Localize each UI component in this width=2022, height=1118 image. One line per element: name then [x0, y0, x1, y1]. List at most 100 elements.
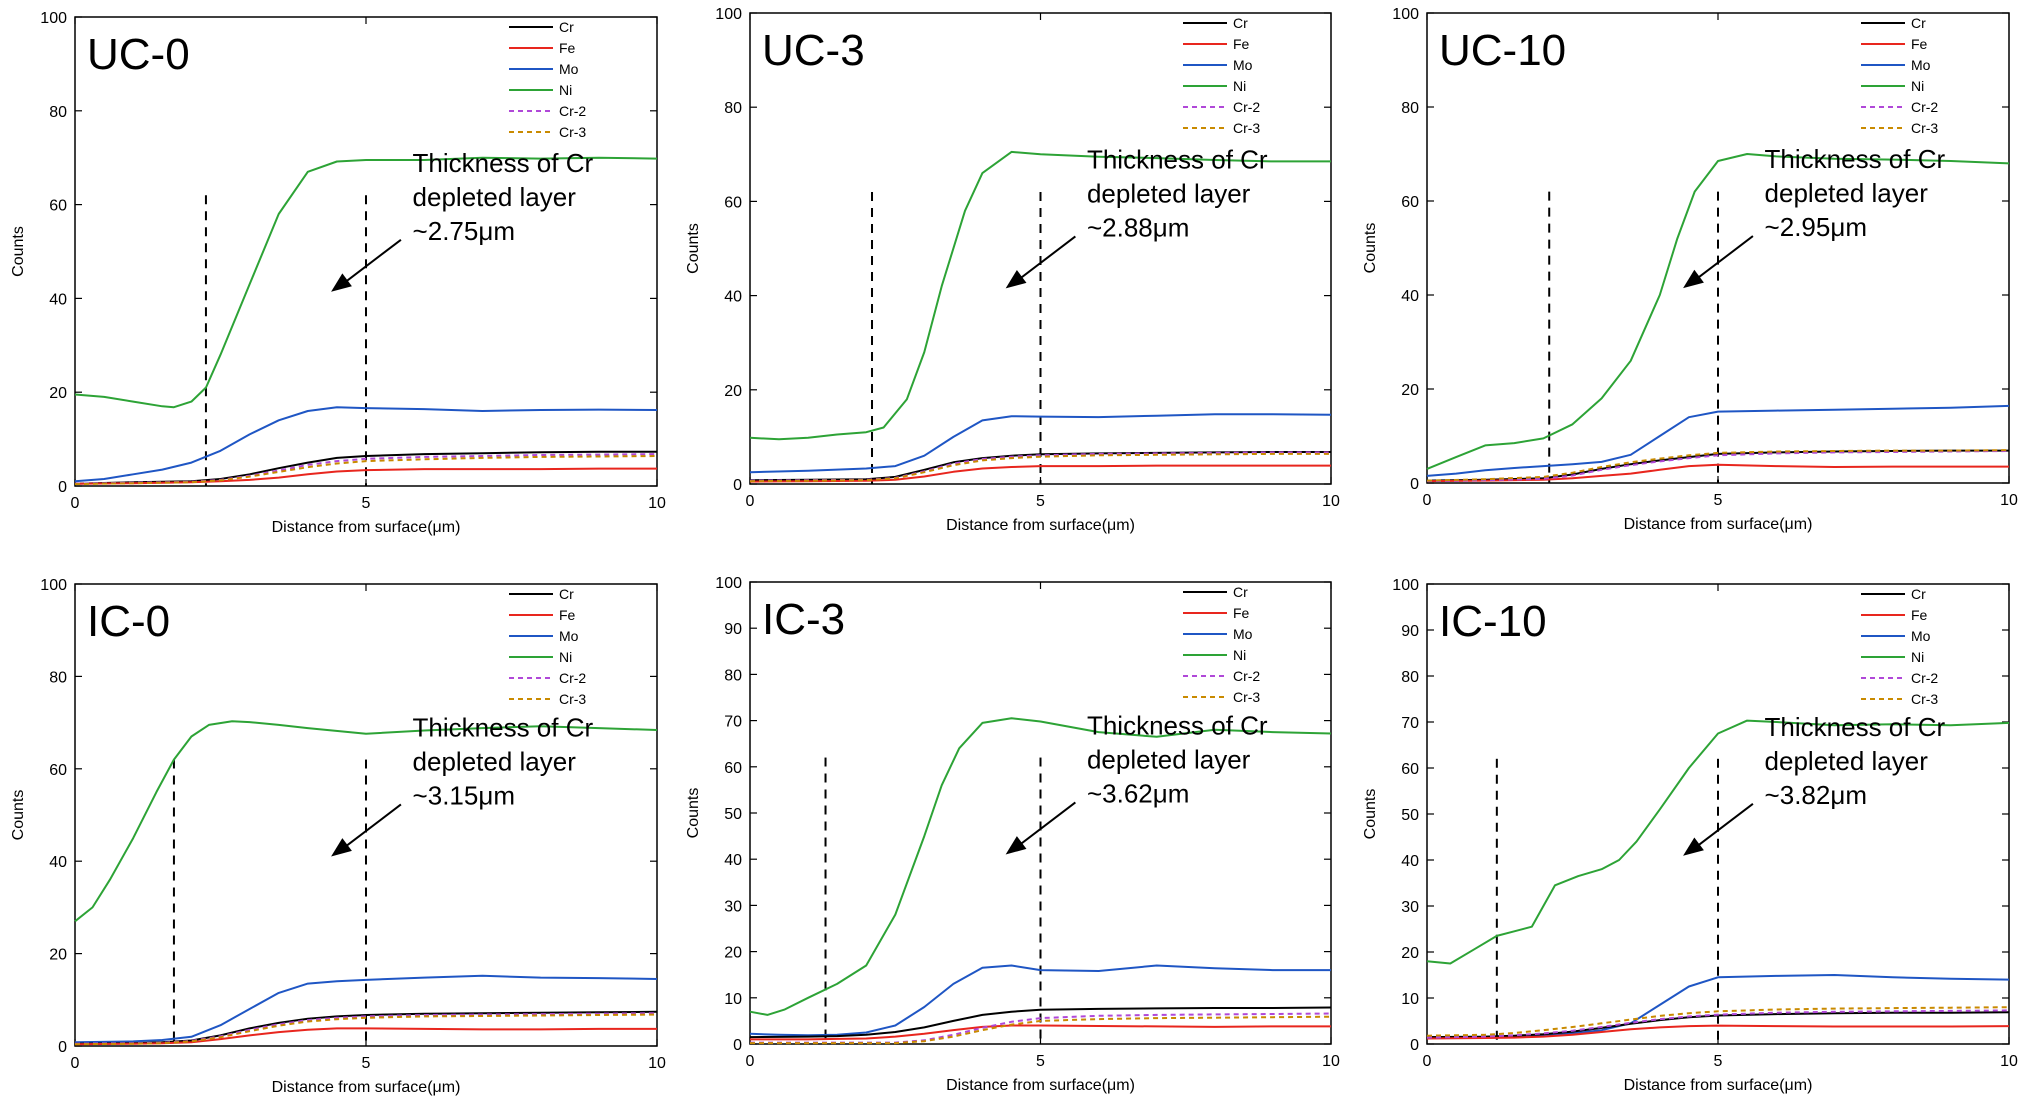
y-axis-title: Counts — [685, 223, 702, 274]
series-line-cr-3 — [1426, 449, 2010, 482]
y-tick-label: 20 — [1401, 945, 1419, 962]
y-tick-label: 20 — [49, 385, 67, 402]
annotation-text: depleted layer — [1765, 178, 1929, 208]
x-tick-label: 0 — [71, 495, 80, 512]
annotation-text: depleted layer — [1087, 744, 1251, 774]
series-line-ni — [1426, 153, 2010, 470]
annotation-text: ~3.15μm — [413, 780, 515, 810]
annotation-text: depleted layer — [413, 746, 577, 776]
y-tick-label: 80 — [724, 667, 742, 684]
x-axis-title: Distance from surface(μm) — [1624, 1077, 1813, 1094]
x-tick-label: 0 — [71, 1055, 80, 1072]
annotation-text: Thickness of Cr — [1087, 710, 1268, 740]
y-tick-label: 40 — [49, 854, 67, 871]
legend-label: Mo — [1911, 628, 1931, 644]
series-line-mo — [74, 406, 658, 483]
legend-label: Mo — [559, 61, 579, 77]
series-line-cr-3 — [74, 1013, 658, 1046]
chart-panel: 0 20 40 60 80 100 0 5 10 Distance from surface(μm… — [10, 577, 666, 1096]
legend-label: Cr-3 — [1911, 691, 1938, 707]
legend-label: Cr — [1233, 15, 1248, 31]
series-line-fe — [1426, 463, 2009, 483]
y-axis-title: Counts — [1362, 789, 1379, 840]
annotation-text: depleted layer — [1765, 746, 1929, 776]
annotation-text: Thickness of Cr — [413, 148, 594, 178]
panel-title: IC-0 — [87, 597, 170, 646]
legend-label: Cr — [1911, 586, 1926, 602]
y-tick-label: 20 — [1401, 382, 1419, 399]
arrow-head-icon — [1005, 836, 1027, 855]
annotation-text: ~3.62μm — [1087, 778, 1189, 808]
y-axis-title: Counts — [10, 226, 27, 277]
y-tick-label: 80 — [49, 669, 67, 686]
legend-label: Mo — [1233, 57, 1253, 73]
panel-title: IC-3 — [762, 595, 845, 644]
y-tick-label: 20 — [724, 945, 742, 962]
y-tick-label: 70 — [724, 714, 742, 731]
x-tick-label: 5 — [1714, 1053, 1723, 1070]
x-tick-label: 0 — [746, 1053, 755, 1070]
annotation-arrow — [1013, 235, 1076, 285]
legend-label: Fe — [1233, 36, 1250, 52]
series-line-mo — [1426, 404, 2010, 477]
x-tick-label: 10 — [648, 1055, 666, 1072]
x-tick-label: 10 — [2000, 1053, 2018, 1070]
legend-label: Cr-3 — [559, 691, 586, 707]
series-line-cr-2 — [1426, 450, 2010, 483]
annotation-text: ~2.88μm — [1087, 212, 1189, 242]
y-tick-label: 100 — [40, 10, 67, 27]
y-tick-label: 50 — [724, 806, 742, 823]
arrow-head-icon — [1005, 270, 1027, 289]
legend-label: Cr-3 — [1911, 120, 1938, 136]
x-tick-label: 5 — [362, 495, 371, 512]
series-line-cr — [1426, 1011, 2010, 1039]
annotation-text: ~2.75μm — [413, 216, 515, 246]
y-tick-label: 60 — [49, 762, 67, 779]
x-tick-label: 0 — [746, 493, 755, 510]
annotation-text: ~3.82μm — [1765, 780, 1867, 810]
x-axis-title: Distance from surface(μm) — [946, 517, 1135, 534]
series-line-cr-3 — [74, 455, 658, 486]
annotation-arrow — [1690, 235, 1754, 284]
arrow-head-icon — [1683, 269, 1704, 289]
legend-label: Cr — [559, 586, 574, 602]
series-line-fe — [74, 1027, 657, 1046]
panel-title: UC-10 — [1439, 26, 1566, 75]
annotation-text: Thickness of Cr — [413, 712, 594, 742]
arrow-head-icon — [1683, 837, 1704, 856]
legend-label: Cr-2 — [1911, 670, 1938, 686]
annotation-arrow — [1013, 801, 1076, 851]
x-tick-label: 5 — [1036, 1053, 1045, 1070]
annotation-arrow — [1690, 803, 1754, 852]
annotation-text: Thickness of Cr — [1765, 144, 1946, 174]
series-line-mo — [749, 413, 1332, 474]
series-line-cr — [74, 1010, 658, 1045]
legend-label: Mo — [559, 628, 579, 644]
legend-label: Ni — [1233, 647, 1246, 663]
x-tick-label: 0 — [1423, 1053, 1432, 1070]
chart-panel: 0 20 40 60 80 100 0 5 10 Distance from surface(μm… — [685, 6, 1340, 534]
y-tick-label: 0 — [58, 479, 67, 496]
y-tick-label: 60 — [49, 198, 67, 215]
arrow-head-icon — [331, 273, 352, 292]
chart-panel: 0 10 20 30 40 50 60 70 80 90 100 0 5 10 Distance from … — [685, 575, 1340, 1094]
series-line-cr — [749, 1006, 1332, 1039]
arrow-head-icon — [331, 838, 352, 857]
legend-label: Fe — [1233, 605, 1250, 621]
series-line-fe — [1426, 1024, 2010, 1040]
y-tick-label: 20 — [49, 947, 67, 964]
x-axis-title: Distance from surface(μm) — [946, 1077, 1135, 1094]
legend-label: Fe — [1911, 36, 1928, 52]
x-tick-label: 5 — [362, 1055, 371, 1072]
y-tick-label: 20 — [724, 383, 742, 400]
x-tick-label: 5 — [1036, 493, 1045, 510]
y-tick-label: 0 — [1410, 1037, 1419, 1054]
y-tick-label: 0 — [733, 1037, 742, 1054]
x-tick-label: 0 — [1423, 492, 1432, 509]
annotation-arrow — [338, 238, 402, 288]
y-tick-label: 0 — [1410, 476, 1419, 493]
series-line-cr-3 — [749, 452, 1331, 483]
legend-label: Ni — [559, 649, 572, 665]
chart-panel: 0 20 40 60 80 100 0 5 10 Distance from surface(μm… — [10, 10, 666, 536]
y-tick-label: 90 — [1401, 623, 1419, 640]
